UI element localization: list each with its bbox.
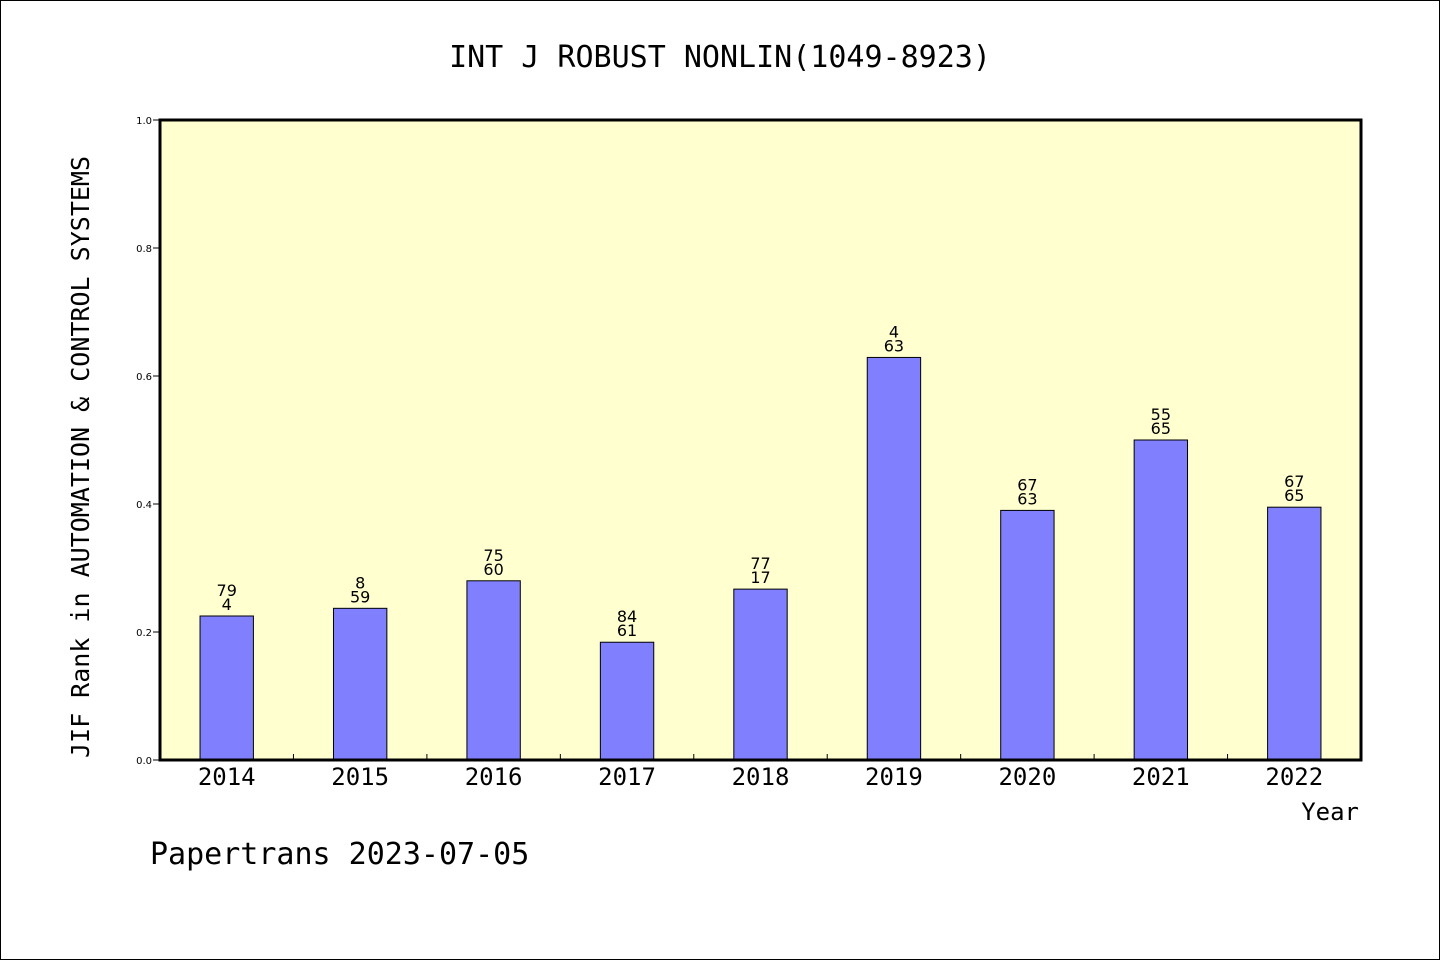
x-tick-label: 2022 [1265, 763, 1323, 791]
bar-data-label: 61 [617, 621, 637, 640]
bar-data-label: 65 [1151, 419, 1171, 438]
x-tick-label: 2019 [865, 763, 923, 791]
x-tick-label: 2016 [465, 763, 523, 791]
y-tick-label: 0.0 [136, 756, 152, 767]
x-axis-label: Year [1301, 798, 1359, 826]
bar-data-label: 75 [483, 546, 503, 565]
y-axis-label: JIF Rank in AUTOMATION & CONTROL SYSTEMS [66, 156, 95, 758]
bar-data-label: 67 [1017, 475, 1037, 494]
y-tick-label: 0.8 [136, 244, 152, 255]
x-tick-label: 2017 [598, 763, 656, 791]
bar-2016 [466, 580, 521, 761]
x-tick-label: 2021 [1132, 763, 1190, 791]
y-tick-label: 0.4 [136, 500, 152, 511]
bar-2019 [866, 356, 922, 761]
x-tick-label: 2018 [732, 763, 790, 791]
bar-data-label: 8 [355, 573, 365, 592]
bar-2022 [1267, 506, 1322, 761]
bar-data-label: 67 [1284, 472, 1304, 491]
x-tick-label: 2015 [331, 763, 389, 791]
bar-2017 [599, 641, 655, 761]
chart-title: INT J ROBUST NONLIN(1049-8923) [449, 40, 991, 75]
bar-data-label: 63 [1017, 489, 1037, 508]
bar-2018 [733, 588, 788, 761]
bar-data-label: 4 [889, 322, 899, 341]
bar-2020 [1000, 509, 1055, 761]
bar-data-label: 60 [483, 560, 503, 579]
bar-data-label: 17 [750, 568, 770, 587]
y-tick-label: 1.0 [136, 116, 152, 127]
bar-data-label: 84 [617, 607, 637, 626]
bar-data-label: 4 [222, 595, 232, 614]
bars [199, 356, 1322, 761]
x-tick-label: 2020 [998, 763, 1056, 791]
y-tick-label: 0.2 [136, 628, 152, 639]
bar-data-label: 55 [1151, 405, 1171, 424]
plot-frame [158, 118, 1363, 762]
x-tick-label: 2014 [198, 763, 256, 791]
bar-data-label: 63 [884, 336, 904, 355]
footer-text: Papertrans 2023-07-05 [150, 837, 529, 872]
bar-data-label: 59 [350, 587, 370, 606]
bar-data-label: 77 [750, 554, 770, 573]
x-axis-ticks: 2014 2015 2016 2017 2018 2019 2020 2021 2022 [198, 754, 1323, 791]
bar-2015 [332, 607, 388, 761]
bar-2021 [1133, 439, 1189, 761]
bar-2014 [199, 615, 254, 761]
y-tick-label: 0.6 [136, 372, 152, 383]
bar-data-label: 79 [217, 581, 237, 600]
bar-data-label: 65 [1284, 486, 1304, 505]
